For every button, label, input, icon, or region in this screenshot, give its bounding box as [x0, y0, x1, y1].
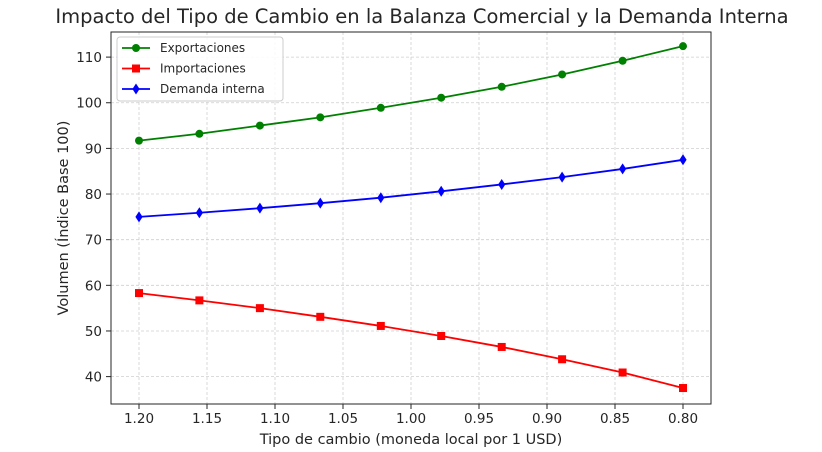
y-axis-label: Volumen (Índice Base 100): [55, 121, 72, 316]
data-point: [376, 103, 385, 112]
x-tick-label: 0.80: [668, 411, 698, 427]
data-point: [255, 304, 264, 313]
data-point: [437, 185, 445, 197]
data-point: [437, 331, 446, 340]
data-point: [558, 355, 567, 364]
data-point: [679, 42, 687, 51]
x-tick-label: 1.00: [396, 411, 426, 427]
data-point: [497, 82, 506, 91]
legend-marker: [132, 44, 140, 52]
data-point: [316, 113, 325, 122]
series-exportaciones: [135, 42, 687, 145]
y-tick-label: 60: [85, 278, 102, 294]
series-line: [138, 158, 684, 218]
legend-marker: [132, 83, 140, 95]
data-point: [498, 178, 506, 190]
legend-item: Demanda interna: [122, 82, 265, 96]
data-point: [255, 121, 264, 130]
data-point: [376, 321, 385, 330]
y-axis: 40 50 60 70 80 90 100 110: [76, 50, 111, 386]
y-tick-label: 100: [76, 96, 102, 112]
y-tick-label: 110: [76, 50, 102, 66]
data-point: [135, 289, 143, 298]
data-point: [618, 368, 627, 377]
series-layer: [135, 42, 687, 393]
data-point: [558, 171, 566, 183]
x-axis-label: Tipo de cambio (moneda local por 1 USD): [259, 432, 563, 448]
x-tick-label: 1.10: [260, 411, 290, 427]
x-tick-label: 1.15: [192, 411, 222, 427]
y-tick-label: 90: [85, 141, 102, 157]
x-tick-label: 0.95: [464, 411, 494, 427]
data-point: [437, 93, 446, 102]
data-point: [135, 136, 143, 145]
chart-title: Impacto del Tipo de Cambio en la Balanza…: [55, 5, 788, 28]
data-point: [256, 202, 264, 214]
data-point: [558, 70, 567, 79]
data-point: [195, 296, 204, 305]
series-demanda-interna: [135, 154, 687, 223]
data-point: [679, 154, 687, 166]
x-tick-label: 0.85: [600, 411, 630, 427]
x-tick-label: 1.05: [328, 411, 358, 427]
legend-marker: [132, 64, 140, 73]
data-point: [377, 192, 385, 204]
data-point: [316, 197, 324, 209]
data-point: [316, 312, 325, 321]
y-tick-label: 40: [85, 370, 102, 386]
data-point: [497, 342, 506, 351]
legend-item: Importaciones: [122, 62, 246, 76]
x-tick-label: 1.20: [124, 411, 154, 427]
data-point: [135, 211, 143, 223]
series-importaciones: [135, 289, 687, 393]
y-tick-label: 80: [85, 187, 102, 203]
x-tick-label: 0.90: [532, 411, 562, 427]
y-tick-label: 70: [85, 233, 102, 249]
legend-frame: [116, 36, 284, 102]
data-point: [619, 163, 627, 175]
x-axis: 1.20 1.15 1.10 1.05 1.00 0.95 0.90 0.85 0.80: [124, 404, 698, 427]
legend-item: Exportaciones: [122, 41, 245, 55]
data-point: [195, 207, 203, 219]
data-point: [195, 129, 204, 138]
data-point: [618, 56, 627, 65]
y-tick-label: 50: [85, 324, 102, 340]
series-line: [138, 292, 684, 389]
legend-label: Demanda interna: [160, 82, 265, 96]
legend-label: Importaciones: [160, 62, 246, 76]
legend-label: Exportaciones: [160, 41, 245, 55]
legend: Exportaciones Importaciones Demanda intern…: [116, 36, 284, 102]
series-line: [138, 45, 684, 142]
data-point: [679, 384, 687, 393]
